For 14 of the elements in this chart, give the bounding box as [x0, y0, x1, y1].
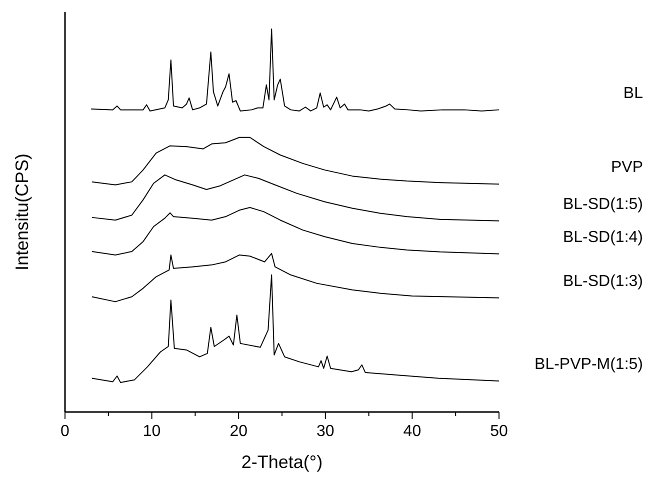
text: BL-SD(1:4) — [562, 228, 643, 246]
x-tick-label: 40 — [403, 423, 422, 440]
text: BL — [623, 84, 644, 102]
y-axis-title: Intensitu(CPS) — [12, 153, 32, 271]
x-tick-label: 30 — [316, 423, 334, 440]
text: BL-SD(1:5) — [562, 196, 643, 213]
x-axis-title: 2-Theta(°) — [241, 452, 323, 472]
text: BL-PVP-M(1:5) — [534, 356, 643, 373]
text: PVP — [610, 159, 643, 176]
x-tick-label: 20 — [230, 423, 248, 440]
x-tick-label: 10 — [142, 423, 161, 440]
x-tick-label: 0 — [60, 423, 70, 440]
text: BL-SD(1:3) — [562, 272, 643, 290]
x-tick-label: 50 — [490, 423, 508, 440]
